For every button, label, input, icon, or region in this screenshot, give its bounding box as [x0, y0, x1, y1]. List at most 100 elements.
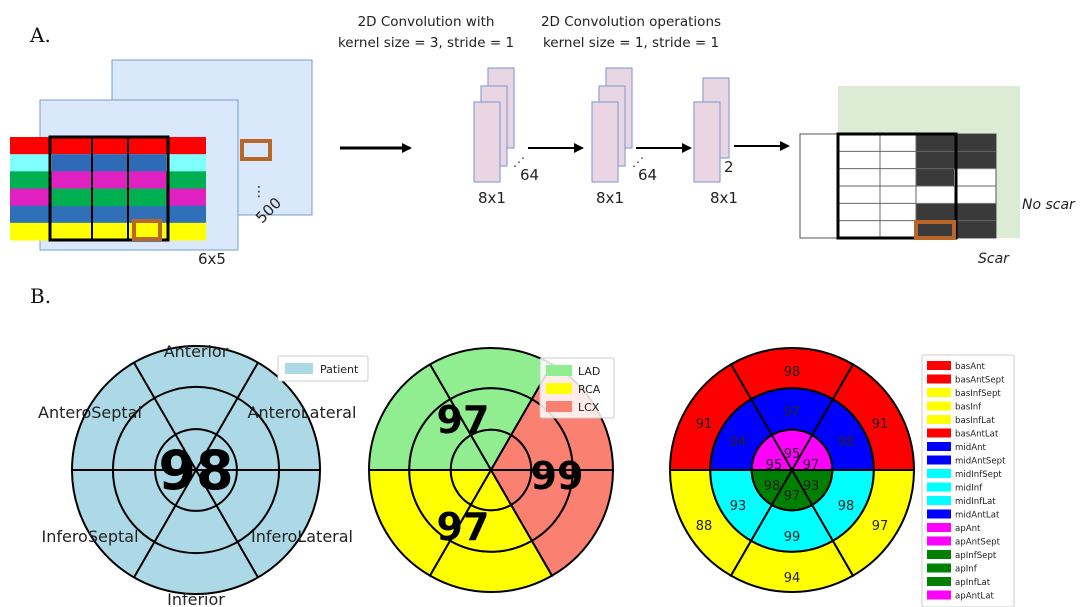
- legend-label-lad: LAD: [578, 365, 600, 378]
- legend-swatch-basAntLat: [927, 428, 951, 438]
- legend-swatch-apAntLat: [927, 590, 951, 600]
- conv2-line2: kernel size = 1, stride = 1: [543, 35, 719, 51]
- label-inferoseptal: InferoSeptal: [41, 527, 138, 546]
- panel-a-label: A.: [29, 23, 51, 47]
- bullseye-apical-spoke: [771, 434, 793, 471]
- kernel-frame: [48, 135, 170, 242]
- output-grid: [799, 132, 997, 240]
- scar-label: Scar: [978, 251, 1010, 267]
- input-grid-highlight-row: [52, 171, 166, 189]
- label-anterior: Anterior: [164, 342, 229, 361]
- legend-swatch-basAnt: [927, 361, 951, 370]
- input-size-label: 6x5: [198, 250, 226, 268]
- segment-value-basAnt: 98: [784, 365, 801, 380]
- input-kernel-marker: [132, 219, 162, 241]
- segment-value-apAntLat: 97: [803, 458, 820, 473]
- panel-b-label: B.: [30, 284, 51, 308]
- legend-label-midInfSept: midInfSept: [955, 470, 1002, 480]
- fm2-size-label: 8x1: [596, 189, 624, 207]
- fm3-size-label: 8x1: [710, 189, 738, 207]
- legend-swatch-apInfSept: [927, 550, 951, 559]
- segment-value-basInfSept: 88: [696, 519, 713, 534]
- legend-swatch-midInf: [927, 482, 951, 492]
- legend-swatch-lcx: [546, 401, 572, 412]
- bull2-value-rca: 97: [437, 505, 490, 549]
- legend-patient: Patient: [277, 355, 369, 382]
- label-anterolateral: AnteroLateral: [248, 403, 357, 422]
- fm1-channels-label: 64: [520, 166, 539, 184]
- no-scar-label: No scar: [1022, 197, 1076, 213]
- fm3-channels-label: 2: [724, 158, 734, 176]
- legend-label-midAntLat: midAntLat: [955, 511, 1000, 521]
- legend-swatch-rca: [546, 383, 572, 394]
- legend-label-apInf: apInf: [955, 565, 978, 575]
- conv2-line1: 2D Convolution operations: [541, 14, 721, 30]
- bullseye-spoke: [195, 362, 259, 471]
- bullseye-spoke: [133, 362, 197, 471]
- label-anteroseptal: AnteroSeptal: [38, 403, 142, 422]
- legend-swatch-apInfLat: [927, 577, 951, 586]
- legend-label-patient: Patient: [320, 363, 359, 376]
- legend-label-rca: RCA: [578, 383, 601, 396]
- legend-label-apAnt: apAnt: [955, 524, 981, 534]
- legend-label-lcx: LCX: [578, 401, 600, 414]
- segment-value-apInfSept: 98: [764, 479, 781, 494]
- legend-label-basInfLat: basInfLat: [955, 416, 995, 426]
- legend-swatch-midAntLat: [927, 509, 951, 519]
- bullseye-apical-spoke: [791, 469, 813, 506]
- fm2-dots: ⋰: [632, 155, 644, 169]
- legend-label-apInfSept: apInfSept: [955, 551, 997, 561]
- bullseye-apical-segment: [489, 433, 533, 471]
- bullseye-apical-spoke: [791, 434, 813, 471]
- segment-value-midAnt: 97: [784, 405, 801, 420]
- fm1-size-label: 8x1: [478, 189, 506, 207]
- legend-territories: LAD RCA LCX: [539, 357, 615, 419]
- input-grid-row: [10, 222, 206, 241]
- input-grid-highlight-row: [52, 154, 166, 172]
- legend-swatch-midInfSept: [927, 469, 951, 478]
- segment-value-apAntSept: 95: [766, 458, 783, 473]
- legend-label-midAnt: midAnt: [955, 443, 987, 453]
- feature-map-stack-2: [591, 67, 633, 183]
- segment-value-basAntLat: 91: [872, 417, 889, 432]
- input-grid: [10, 135, 206, 242]
- legend-label-basAntLat: basAntLat: [955, 430, 999, 440]
- bullseye-spoke: [133, 469, 197, 578]
- bullseye-apical-upper: [750, 428, 834, 471]
- legend-swatch-basInfLat: [927, 415, 951, 424]
- bull2-value-lad: 97: [437, 398, 490, 442]
- fm1-dots: ⋰: [513, 155, 525, 169]
- legend-swatch-basAntSept: [927, 374, 951, 384]
- input-grid-highlight-row: [52, 188, 166, 207]
- label-inferior: Inferior: [167, 590, 225, 607]
- legend-swatch-lad: [546, 365, 572, 376]
- legend-label-basAnt: basAnt: [955, 362, 986, 372]
- legend-segments: basAnt basAntSept basInfSept basInf basInfLa…: [921, 354, 1015, 607]
- bullseye-segments: [668, 347, 916, 593]
- bull2-value-lcx: 99: [531, 454, 584, 498]
- segment-value-midInf: 99: [784, 530, 801, 545]
- segment-value-basInf: 94: [784, 571, 801, 586]
- legend-label-apAntLat: apAntLat: [955, 592, 994, 602]
- legend-swatch-midAntSept: [927, 455, 951, 465]
- segment-value-apAnt: 95: [784, 447, 801, 462]
- legend-swatch-apAntSept: [927, 536, 951, 546]
- legend-label-midInfLat: midInfLat: [955, 497, 996, 507]
- segment-value-midAntLat: 98: [838, 435, 855, 450]
- bullseye-patient: [71, 345, 321, 595]
- input-grid-row: [10, 137, 206, 155]
- legend-swatch-apInf: [927, 563, 951, 573]
- bullseye-territories: [367, 347, 615, 593]
- segment-value-apInfLat: 93: [803, 479, 820, 494]
- legend-label-apAntSept: apAntSept: [955, 538, 1001, 548]
- stack-dots: ⋮: [252, 184, 266, 200]
- feature-map-stack-3: [693, 77, 730, 183]
- legend-label-basInf: basInf: [955, 403, 982, 413]
- segment-value-apInf: 97: [784, 489, 801, 504]
- legend-swatch-basInfSept: [927, 388, 951, 397]
- feature-map-stack-1: [473, 67, 515, 183]
- label-inferolateral: InferoLateral: [251, 527, 353, 546]
- segment-value-midInfLat: 98: [838, 499, 855, 514]
